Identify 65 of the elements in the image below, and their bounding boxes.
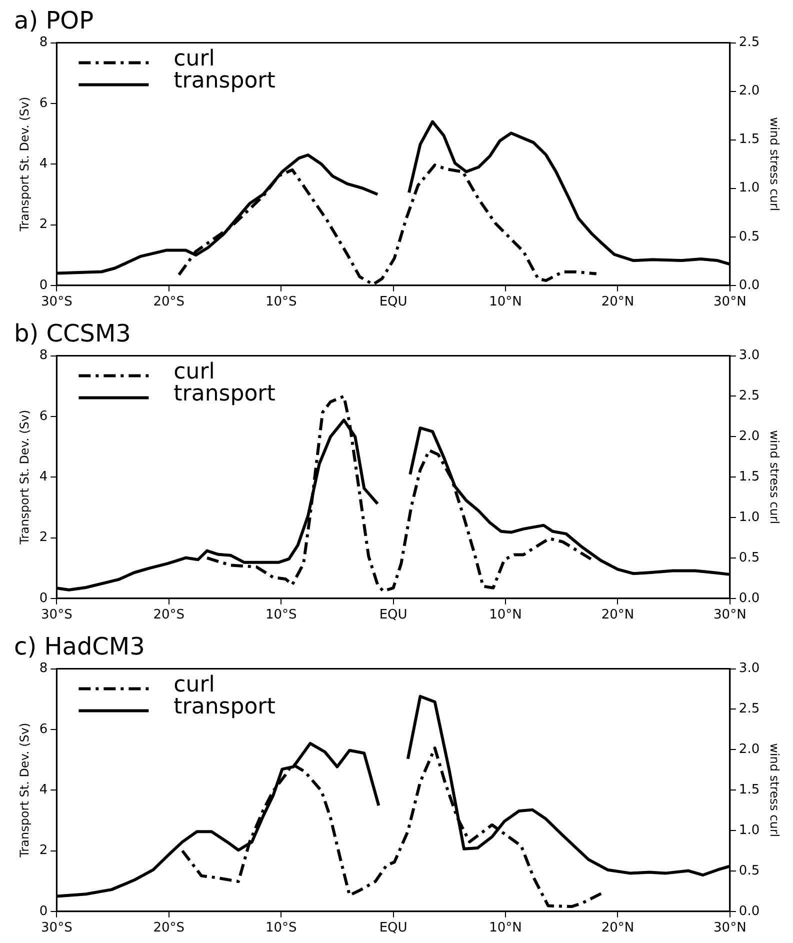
y2-tick-label: 1.0	[738, 822, 760, 838]
y2-tick-label: 1.0	[738, 180, 760, 196]
x-tick-label: 30°N	[714, 294, 746, 310]
x-tick-label: 10°S	[265, 920, 297, 936]
x-tick-label: 10°N	[489, 920, 522, 936]
y2-tick-label: 3.0	[738, 661, 760, 676]
x-tick-label: 10°N	[489, 608, 522, 623]
y-tick-label: 8	[39, 661, 48, 676]
x-tick-label: 20°N	[601, 608, 634, 623]
y2-tick-label: 0.5	[738, 863, 760, 878]
y-axis-title: Transport St. Dev. (Sv)	[17, 722, 32, 858]
y2-tick-label: 1.0	[738, 510, 760, 525]
x-tick-label: 30°S	[41, 920, 72, 936]
y2-axis-title: wind stress curl	[768, 117, 782, 212]
chart-title: a) POP	[14, 6, 94, 35]
x-tick-label: 20°S	[153, 608, 185, 623]
y2-tick-label: 2.0	[738, 84, 760, 99]
y-axis-title: Transport St. Dev. (Sv)	[17, 410, 32, 546]
chart-title: c) HadCM3	[14, 632, 145, 661]
y2-tick-label: 2.0	[738, 429, 760, 444]
x-tick-label: 30°N	[714, 920, 746, 936]
y-tick-label: 0	[39, 590, 48, 606]
x-tick-label: 30°S	[41, 608, 72, 623]
x-tick-label: 30°S	[41, 294, 72, 310]
y-tick-label: 4	[39, 782, 48, 798]
y-tick-label: 6	[39, 408, 48, 424]
y2-tick-label: 2.0	[738, 742, 760, 758]
y-tick-label: 2	[39, 530, 48, 546]
y-tick-label: 4	[39, 469, 48, 484]
chart-title: b) CCSM3	[14, 320, 131, 348]
y-tick-label: 2	[39, 843, 48, 858]
x-tick-label: 30°N	[714, 608, 746, 623]
y-axis-title: Transport St. Dev. (Sv)	[17, 96, 32, 232]
y2-tick-label: 3.0	[738, 348, 760, 364]
y-tick-label: 8	[39, 35, 48, 50]
y2-tick-label: 0.5	[738, 229, 760, 244]
y-tick-label: 0	[39, 904, 48, 919]
x-tick-label: 20°N	[601, 920, 634, 936]
y2-tick-label: 0.0	[738, 278, 760, 293]
y-tick-label: 6	[39, 96, 48, 111]
x-tick-label: 10°N	[489, 294, 522, 310]
y2-tick-label: 0.5	[738, 550, 760, 566]
y2-tick-label: 0.0	[738, 590, 760, 606]
x-tick-label: 10°S	[265, 608, 297, 623]
x-tick-label: EQU	[379, 920, 408, 936]
y2-axis-title: wind stress curl	[768, 743, 782, 838]
y2-tick-label: 1.5	[738, 469, 760, 484]
x-tick-label: 20°N	[601, 294, 634, 310]
x-tick-label: 20°S	[153, 920, 185, 936]
y2-tick-label: 2.5	[738, 388, 760, 404]
y2-axis-title: wind stress curl	[768, 430, 782, 524]
y2-tick-label: 2.5	[738, 35, 760, 50]
y-tick-label: 8	[39, 348, 48, 364]
y-tick-label: 0	[39, 278, 48, 293]
y-tick-label: 6	[39, 722, 48, 737]
y2-tick-label: 1.5	[738, 782, 760, 798]
x-tick-label: EQU	[379, 608, 408, 623]
y2-tick-label: 1.5	[738, 132, 760, 148]
y-tick-label: 2	[39, 217, 48, 232]
x-tick-label: EQU	[379, 294, 408, 310]
x-tick-label: 20°S	[153, 294, 185, 310]
x-tick-label: 10°S	[265, 294, 297, 310]
y-tick-label: 4	[39, 156, 48, 172]
y2-tick-label: 0.0	[738, 904, 760, 919]
y2-tick-label: 2.5	[738, 702, 760, 717]
